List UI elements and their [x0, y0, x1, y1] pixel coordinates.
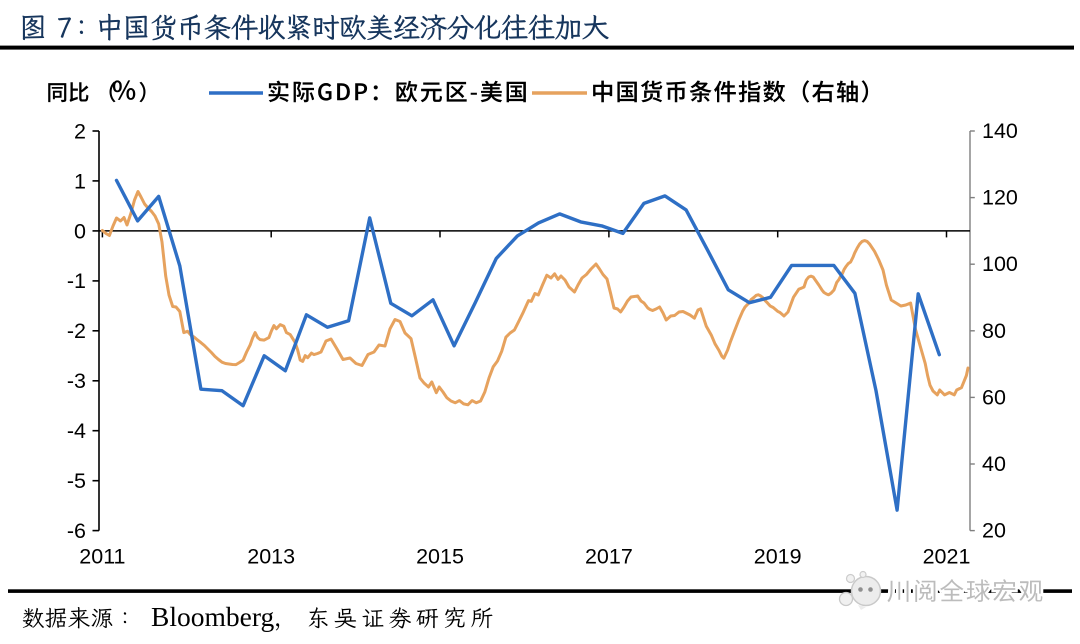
svg-text:2011: 2011 [79, 545, 125, 569]
svg-text:-6: -6 [67, 519, 86, 543]
svg-text:80: 80 [982, 319, 1006, 343]
svg-text:2013: 2013 [247, 545, 295, 569]
svg-text:-2: -2 [67, 319, 86, 343]
svg-text:1: 1 [74, 169, 86, 193]
svg-text:-3: -3 [67, 369, 86, 393]
svg-text:0: 0 [74, 219, 86, 243]
svg-text:2017: 2017 [585, 545, 633, 569]
svg-text:2019: 2019 [754, 545, 802, 569]
svg-text:100: 100 [982, 252, 1018, 276]
svg-text:2015: 2015 [416, 545, 464, 569]
svg-text:Bloomberg: Bloomberg [151, 601, 274, 632]
svg-text:-1: -1 [67, 269, 86, 293]
svg-text:40: 40 [982, 452, 1006, 476]
svg-text:2021: 2021 [923, 545, 971, 569]
svg-text:-4: -4 [67, 419, 86, 443]
svg-text:120: 120 [982, 186, 1018, 210]
svg-text:-5: -5 [67, 469, 86, 493]
svg-text:2: 2 [74, 119, 86, 143]
svg-text:140: 140 [982, 119, 1018, 143]
svg-text:20: 20 [982, 519, 1006, 543]
svg-text:60: 60 [982, 385, 1006, 409]
